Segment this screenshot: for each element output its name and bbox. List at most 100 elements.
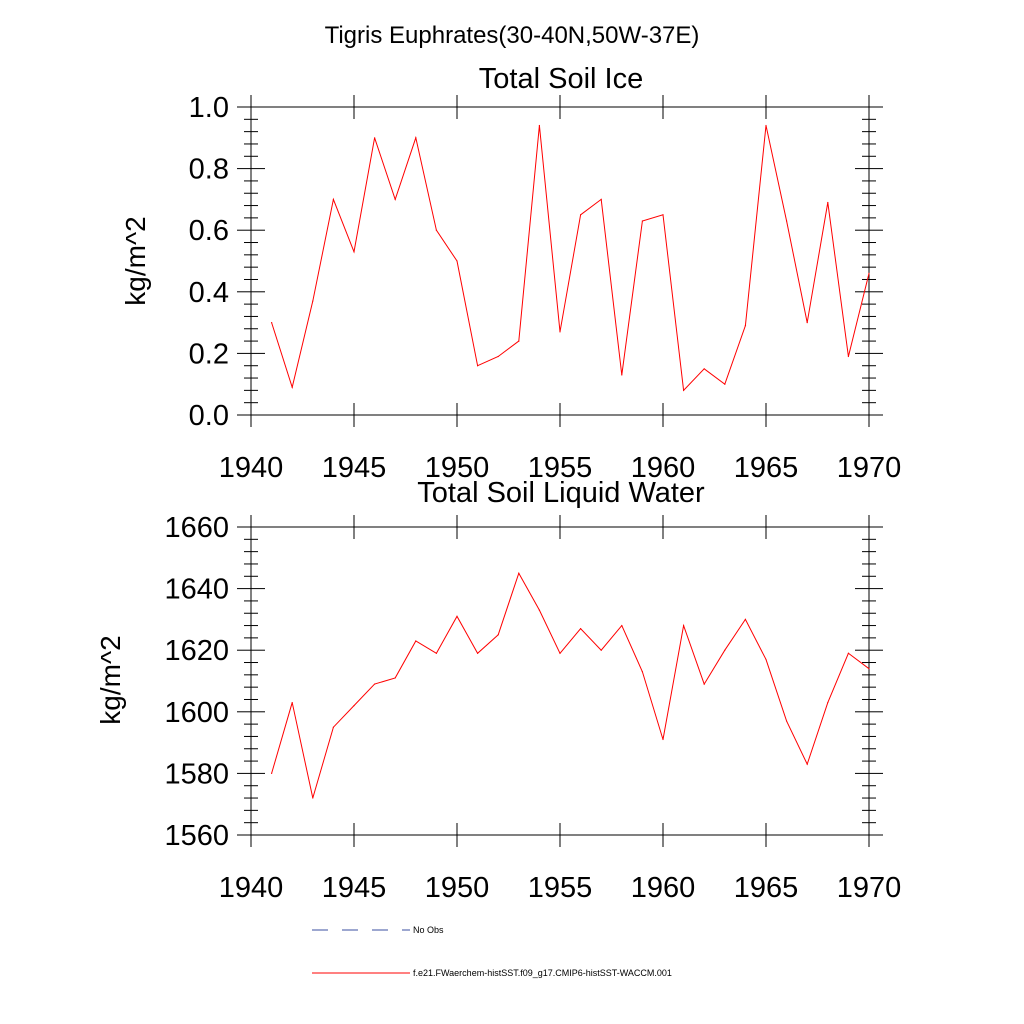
- data-point: [394, 198, 396, 200]
- y-tick-label: 0.0: [189, 400, 229, 432]
- data-point: [415, 137, 417, 139]
- data-point: [497, 355, 499, 358]
- data-point: [415, 640, 417, 642]
- y-axis-label: kg/m^2: [120, 216, 151, 305]
- data-point: [641, 671, 644, 673]
- y-tick-label: 1.0: [189, 92, 229, 124]
- data-point: [806, 763, 808, 765]
- data-marks: [271, 571, 870, 799]
- x-tick-label: 1960: [631, 452, 696, 484]
- data-point: [827, 201, 829, 204]
- data-point: [271, 322, 273, 324]
- data-point: [621, 624, 623, 627]
- y-tick-label: 1560: [164, 820, 229, 852]
- data-point: [497, 634, 499, 636]
- data-point: [765, 658, 767, 661]
- data-point: [353, 705, 355, 707]
- x-tick-label: 1970: [837, 872, 902, 904]
- data-point: [332, 198, 334, 200]
- data-point: [435, 229, 437, 231]
- data-point: [847, 652, 850, 654]
- data-point: [353, 251, 355, 253]
- data-point: [744, 325, 747, 327]
- data-point: [786, 220, 788, 222]
- data-point: [683, 389, 685, 391]
- data-point: [291, 701, 293, 704]
- y-tick-label: 1620: [164, 635, 229, 667]
- data-point: [786, 720, 788, 722]
- figure-suptitle: Tigris Euphrates(30-40N,50W-37E): [325, 22, 700, 49]
- data-point: [477, 365, 479, 367]
- data-point: [518, 340, 520, 342]
- data-point: [580, 628, 582, 630]
- x-tick-label: 1940: [219, 872, 284, 904]
- legend: No Obs f.e21.FWaerchem-histSST.f09_g17.C…: [312, 925, 672, 978]
- data-point: [744, 618, 747, 621]
- data-point: [724, 383, 726, 385]
- data-point: [765, 124, 767, 127]
- data-point: [559, 652, 561, 654]
- data-point: [600, 649, 602, 651]
- data-point: [518, 572, 520, 574]
- legend-label-no-obs: No Obs: [413, 925, 444, 935]
- y-tick-label: 0.4: [189, 277, 229, 309]
- data-point: [683, 624, 685, 627]
- plot-frame: [250, 526, 870, 836]
- x-tick-label: 1965: [734, 452, 799, 484]
- data-point: [724, 649, 726, 651]
- x-tick-label: 1960: [631, 872, 696, 904]
- data-point: [559, 331, 561, 333]
- x-tick-label: 1965: [734, 872, 799, 904]
- axes: 1940 1945 1950 1955 1960 1965 1970 1560 1580 1600…: [164, 512, 901, 904]
- plot-frame: [250, 106, 870, 416]
- data-point: [868, 668, 870, 670]
- data-point: [538, 609, 541, 611]
- data-marks: [271, 124, 870, 392]
- data-point: [456, 615, 458, 617]
- data-point: [703, 683, 705, 685]
- x-tick-label: 1945: [322, 452, 387, 484]
- x-tick-label: 1950: [425, 452, 490, 484]
- data-point: [271, 772, 273, 775]
- y-tick-label: 1600: [164, 697, 229, 729]
- data-point: [703, 368, 705, 370]
- data-point: [600, 198, 602, 200]
- data-point: [827, 701, 829, 704]
- data-point: [291, 386, 293, 388]
- data-point: [394, 677, 396, 679]
- panel-title: Total Soil Ice: [479, 63, 643, 95]
- x-tick-label: 1955: [528, 452, 593, 484]
- series-line: [271, 571, 870, 799]
- data-point: [332, 726, 334, 728]
- x-tick-label: 1950: [425, 872, 490, 904]
- panel-title: Total Soil Liquid Water: [417, 477, 705, 509]
- legend-label-model: f.e21.FWaerchem-histSST.f09_g17.CMIP6-hi…: [413, 968, 672, 978]
- data-point: [435, 652, 437, 654]
- y-tick-label: 0.8: [189, 154, 229, 186]
- axes: 1940 1945 1950 1955 1960 1965 1970 0.0 0.2 0.4 0.6…: [189, 92, 902, 484]
- data-point: [477, 652, 479, 654]
- y-tick-label: 1580: [164, 758, 229, 790]
- x-tick-label: 1945: [322, 872, 387, 904]
- data-point: [847, 355, 850, 358]
- y-tick-label: 1640: [164, 574, 229, 606]
- panel-total-soil-ice: Total Soil Ice kg/m^2 1940 1945 1950 1955 19…: [120, 63, 901, 484]
- data-point: [312, 300, 314, 302]
- data-point: [374, 683, 376, 685]
- y-axis-label: kg/m^2: [95, 635, 126, 724]
- y-tick-label: 1660: [164, 512, 229, 544]
- y-tick-label: 0.6: [189, 215, 229, 247]
- x-tick-label: 1940: [219, 452, 284, 484]
- data-point: [868, 272, 870, 274]
- data-point: [456, 260, 458, 262]
- x-tick-label: 1970: [837, 452, 902, 484]
- series-line: [271, 125, 870, 392]
- data-point: [662, 738, 664, 741]
- data-point: [312, 797, 314, 799]
- data-point: [806, 322, 808, 324]
- x-tick-label: 1955: [528, 872, 593, 904]
- data-point: [641, 220, 644, 222]
- data-point: [621, 374, 623, 376]
- data-point: [580, 214, 582, 216]
